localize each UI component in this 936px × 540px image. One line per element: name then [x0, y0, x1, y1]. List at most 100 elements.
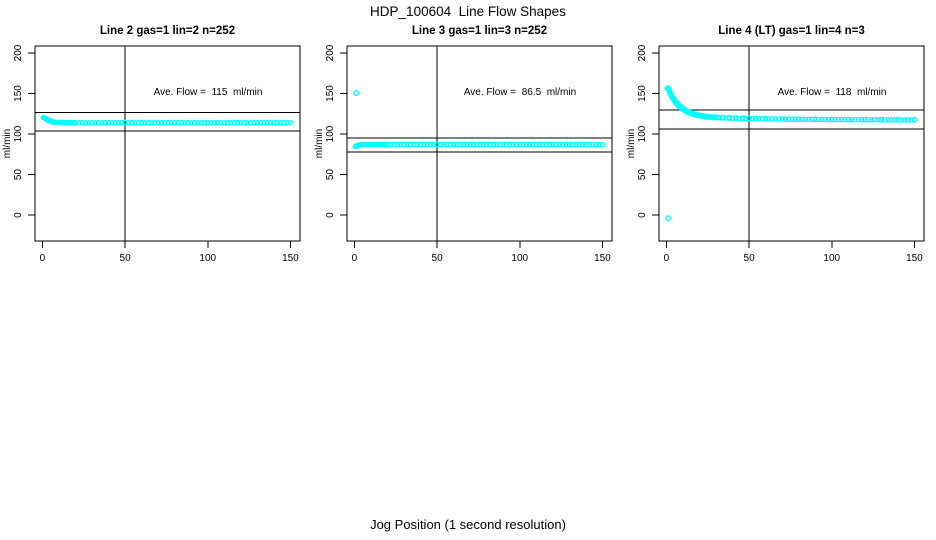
data-point: [388, 141, 394, 148]
reference-lines: [347, 46, 612, 241]
data-point: [99, 119, 105, 126]
y-tick-label: 150: [637, 85, 648, 102]
data-point: [79, 119, 85, 126]
data-point: [746, 115, 752, 122]
data-point: [201, 120, 208, 126]
data-point: [852, 116, 858, 123]
y-tick-label: 200: [325, 44, 336, 61]
data-point: [234, 119, 241, 126]
x-axis-ticks: 0 50 100 150: [664, 241, 923, 264]
data-point: [185, 119, 191, 126]
data-point: [583, 141, 589, 148]
data-point: [205, 119, 211, 126]
data-point: [838, 116, 845, 123]
plot-box: [658, 45, 925, 242]
data-point: [795, 116, 802, 122]
y-tick-label: 100: [325, 125, 336, 142]
data-point: [513, 141, 520, 148]
y-tick-label: 50: [13, 169, 24, 181]
y-axis-label: ml/min: [626, 129, 637, 158]
data-point: [460, 141, 467, 148]
x-tick-label: 150: [594, 253, 611, 264]
outlier-point: [353, 90, 360, 97]
data-point: [493, 141, 500, 148]
data-point: [454, 141, 460, 148]
data-point: [871, 117, 878, 123]
data-point: [119, 119, 125, 126]
panel-1-title: Line 2 gas=1 lin=2 n=252: [99, 25, 236, 37]
data-point: [517, 141, 523, 148]
data-point: [487, 141, 493, 148]
data-point: [138, 119, 145, 126]
data-point: [875, 117, 881, 123]
data-point: [95, 119, 102, 126]
data-point: [497, 141, 503, 148]
x-axis-ticks: 0 50 100 150: [352, 241, 611, 264]
data-point: [490, 141, 497, 148]
data-point: [284, 119, 290, 126]
panel-line4: 0 50 100 150 0 50 100 150 200 ml/min Line 4 (LT) …: [624, 0, 936, 280]
data-point: [109, 119, 115, 126]
data-point: [905, 117, 911, 123]
data-point: [802, 116, 809, 123]
data-point: [112, 120, 118, 126]
data-point: [254, 119, 261, 126]
data-point: [267, 119, 274, 126]
data-point: [397, 141, 404, 148]
data-point: [526, 141, 533, 148]
data-point: [261, 120, 267, 126]
data-point: [175, 119, 181, 126]
panel-line2: 0 50 100 150 0 50 100 150 200 ml/min Line 2 gas=1…: [0, 0, 312, 280]
data-point: [523, 141, 530, 148]
data-point: [553, 141, 559, 148]
data-point: [782, 116, 789, 122]
data-point: [898, 117, 904, 123]
data-point: [779, 116, 785, 122]
data-point: [162, 120, 168, 126]
data-point: [407, 141, 414, 148]
data-point: [586, 141, 592, 148]
data-point: [825, 116, 832, 123]
data-point: [277, 119, 284, 126]
data-point: [125, 119, 132, 126]
data-point: [789, 116, 795, 122]
data-point: [152, 120, 158, 126]
data-point: [450, 141, 457, 148]
data-point: [700, 113, 706, 119]
data-point: [105, 119, 112, 126]
y-tick-label: 200: [13, 44, 24, 61]
data-point: [749, 115, 756, 122]
data-point: [128, 119, 135, 126]
data-point: [563, 141, 569, 148]
data-point: [500, 141, 506, 148]
data-point: [122, 120, 128, 126]
data-point: [195, 119, 201, 126]
data-point: [776, 116, 782, 122]
y-tick-label: 50: [325, 169, 336, 181]
data-point: [576, 141, 583, 148]
data-point: [786, 116, 792, 122]
data-point: [759, 116, 766, 122]
panel-3-title: Line 4 (LT) gas=1 lin=4 n=3: [718, 25, 865, 37]
data-point: [550, 141, 556, 148]
data-point: [401, 141, 407, 148]
x-tick-label: 50: [744, 253, 756, 264]
y-tick-label: 50: [637, 169, 648, 181]
data-point: [885, 117, 891, 123]
data-point: [559, 141, 566, 148]
data-point: [739, 115, 746, 121]
data-point: [566, 141, 573, 148]
data-point: [832, 116, 838, 123]
data-point: [579, 141, 586, 148]
data-point: [546, 141, 553, 148]
data-point: [901, 117, 908, 123]
data-points: [664, 85, 918, 222]
data-point: [394, 141, 401, 148]
data-point: [148, 119, 155, 126]
data-point: [221, 120, 228, 126]
data-point: [736, 115, 742, 122]
data-point: [440, 141, 447, 148]
data-point: [191, 120, 198, 126]
data-point: [181, 120, 188, 126]
